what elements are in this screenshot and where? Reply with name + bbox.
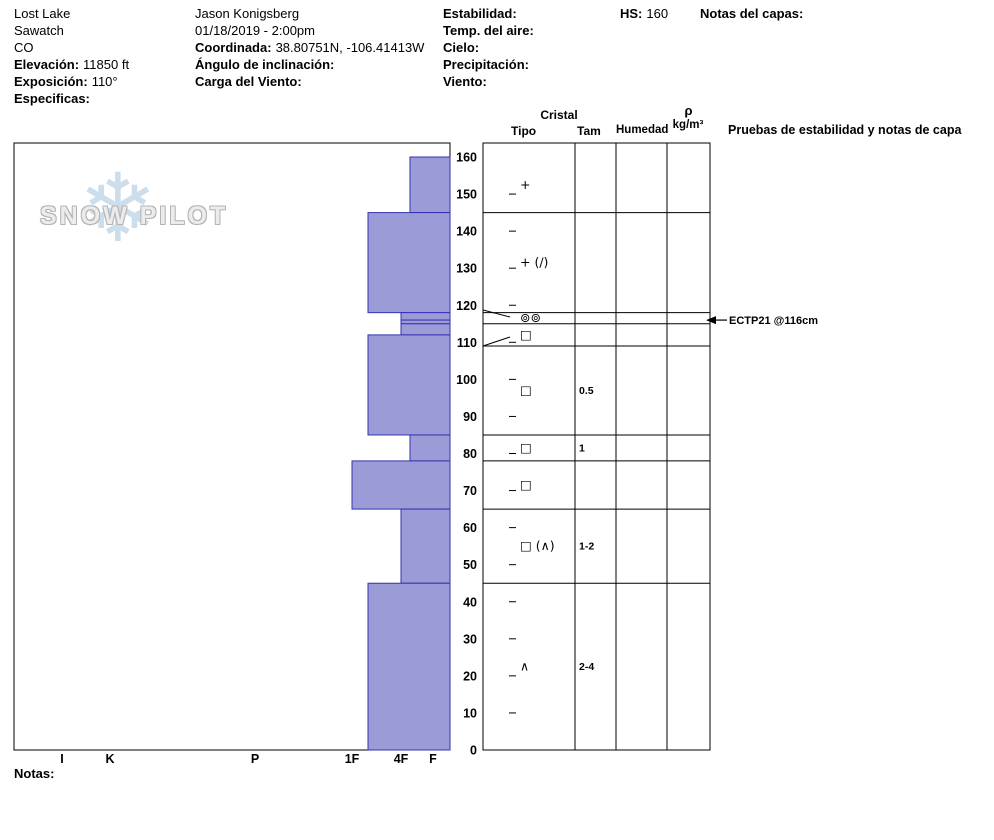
hardness-axis-label: P xyxy=(251,752,259,766)
precipitation-label: Precipitación: xyxy=(443,57,529,72)
wind-field: Viento: xyxy=(443,73,538,90)
depth-axis-label: 160 xyxy=(456,151,477,165)
snow-layer-bar xyxy=(409,434,451,462)
sky-label: Cielo: xyxy=(443,40,480,55)
wind-loading-field: Carga del Viento: xyxy=(195,73,424,90)
hardness-axis-label: K xyxy=(105,752,114,766)
snow-layer-bar xyxy=(400,508,451,584)
snow-layer-bar xyxy=(409,156,451,214)
depth-axis-label: 100 xyxy=(456,373,477,387)
snow-layer-bar xyxy=(400,319,451,325)
depth-axis-label: 140 xyxy=(456,225,477,239)
slope-angle-field: Ángulo de inclinación: xyxy=(195,56,424,73)
tam-column-header: Tam xyxy=(577,124,601,138)
tipo-column-header: Tipo xyxy=(511,124,537,138)
thin-layer-flare-line xyxy=(482,336,511,347)
observer-name: Jason Konigsberg xyxy=(195,6,300,21)
snow-layer-bar xyxy=(367,334,451,436)
site-state: CO xyxy=(14,40,34,55)
grain-type-symbol: □ (∧) xyxy=(520,538,555,553)
depth-axis-label: 150 xyxy=(456,188,477,202)
elevation-label: Elevación: xyxy=(14,57,80,72)
hardness-axis-label: 1F xyxy=(345,752,360,766)
grain-size-value: 2-4 xyxy=(579,661,594,673)
wind-loading-label: Carga del Viento: xyxy=(195,74,302,89)
depth-axis-label: 70 xyxy=(463,484,477,498)
snow-height-value: 160 xyxy=(646,6,669,21)
site-region: Sawatch xyxy=(14,23,64,38)
snow-height-field: HS: 160 xyxy=(620,5,668,22)
observer-info-column: Jason Konigsberg 01/18/2019 - 2:00pm Coo… xyxy=(195,5,424,90)
hardness-axis-label: I xyxy=(60,752,63,766)
depth-axis-label: 130 xyxy=(456,262,477,276)
grain-type-symbol: + (/) xyxy=(520,255,548,270)
notes-label: Notas: xyxy=(14,766,55,781)
depth-axis-label: 50 xyxy=(463,558,477,572)
grain-type-symbol: ⊚⊚ xyxy=(520,310,541,325)
specifics-field: Especificas: xyxy=(14,90,129,107)
hardness-axis-label: F xyxy=(429,752,437,766)
wind-label: Viento: xyxy=(443,74,487,89)
conditions-column: Estabilidad: Temp. del aire: Cielo: Prec… xyxy=(443,5,538,90)
aspect-field: Exposición: 110° xyxy=(14,73,129,90)
depth-axis-label: 10 xyxy=(463,706,477,720)
grain-size-value: 1-2 xyxy=(579,541,594,553)
site-info-column: Lost Lake Sawatch CO Elevación: 11850 ft … xyxy=(14,5,129,107)
tests-column-header: Pruebas de estabilidad y notas de capa xyxy=(728,123,962,137)
density-symbol-header: ρ xyxy=(684,103,693,118)
test-arrow-head-icon xyxy=(706,316,716,325)
air-temp-field: Temp. del aire: xyxy=(443,22,538,39)
elevation-field: Elevación: 11850 ft xyxy=(14,56,129,73)
coordinates-field: Coordinada: 38.80751N, -106.41413W xyxy=(195,39,424,56)
depth-axis-label: 0 xyxy=(470,744,477,758)
elevation-value: 11850 ft xyxy=(83,57,130,72)
stability-test-label: ECTP21 @116cm xyxy=(729,315,818,327)
depth-axis-label: 60 xyxy=(463,521,477,535)
snow-layer-bar xyxy=(367,582,451,751)
coordinates-label: Coordinada: xyxy=(195,40,272,55)
cristal-column-group-header: Cristal xyxy=(540,108,578,122)
grain-type-symbol: □ xyxy=(520,382,532,397)
coordinates-value: 38.80751N, -106.41413W xyxy=(275,40,425,55)
depth-axis-label: 30 xyxy=(463,632,477,646)
grain-type-symbol: □ xyxy=(520,440,532,455)
grain-type-symbol: ∧ xyxy=(520,659,529,674)
layer-notes-label: Notas del capas: xyxy=(700,6,804,21)
hardness-axis-label: 4F xyxy=(394,752,409,766)
layer-notes-field: Notas del capas: xyxy=(700,5,807,22)
depth-axis-label: 80 xyxy=(463,447,477,461)
grain-type-symbol: □ xyxy=(520,477,532,492)
aspect-label: Exposición: xyxy=(14,74,88,89)
depth-axis-label: 110 xyxy=(457,336,477,350)
slope-angle-label: Ángulo de inclinación: xyxy=(195,57,335,72)
snow-layer-bar xyxy=(367,212,451,314)
precipitation-field: Precipitación: xyxy=(443,56,538,73)
aspect-value: 110° xyxy=(91,74,118,89)
site-name: Lost Lake xyxy=(14,6,71,21)
depth-axis-label: 120 xyxy=(456,299,477,313)
thin-layer-flare-line xyxy=(482,309,511,318)
air-temp-label: Temp. del aire: xyxy=(443,23,534,38)
humedad-column-header: Humedad xyxy=(616,124,669,136)
grain-type-symbol: □ xyxy=(520,327,532,342)
snow-layer-bar xyxy=(400,312,451,321)
grain-type-symbol: + xyxy=(520,177,530,192)
snow-layer-bar xyxy=(351,460,451,510)
stability-field: Estabilidad: xyxy=(443,5,538,22)
snow-height-label: HS: xyxy=(620,6,643,21)
stability-label: Estabilidad: xyxy=(443,6,517,21)
observation-datetime: 01/18/2019 - 2:00pm xyxy=(195,23,315,38)
depth-axis-label: 40 xyxy=(463,595,477,609)
grain-size-value: 1 xyxy=(579,442,585,454)
snow-layer-bar xyxy=(400,323,451,336)
depth-axis-label: 90 xyxy=(463,410,477,424)
density-units-header: kg/m³ xyxy=(672,119,704,131)
crystal-table-frame xyxy=(482,142,711,751)
depth-axis-label: 20 xyxy=(463,669,477,683)
sky-field: Cielo: xyxy=(443,39,538,56)
grain-size-value: 0.5 xyxy=(579,385,594,397)
specifics-label: Especificas: xyxy=(14,91,90,106)
